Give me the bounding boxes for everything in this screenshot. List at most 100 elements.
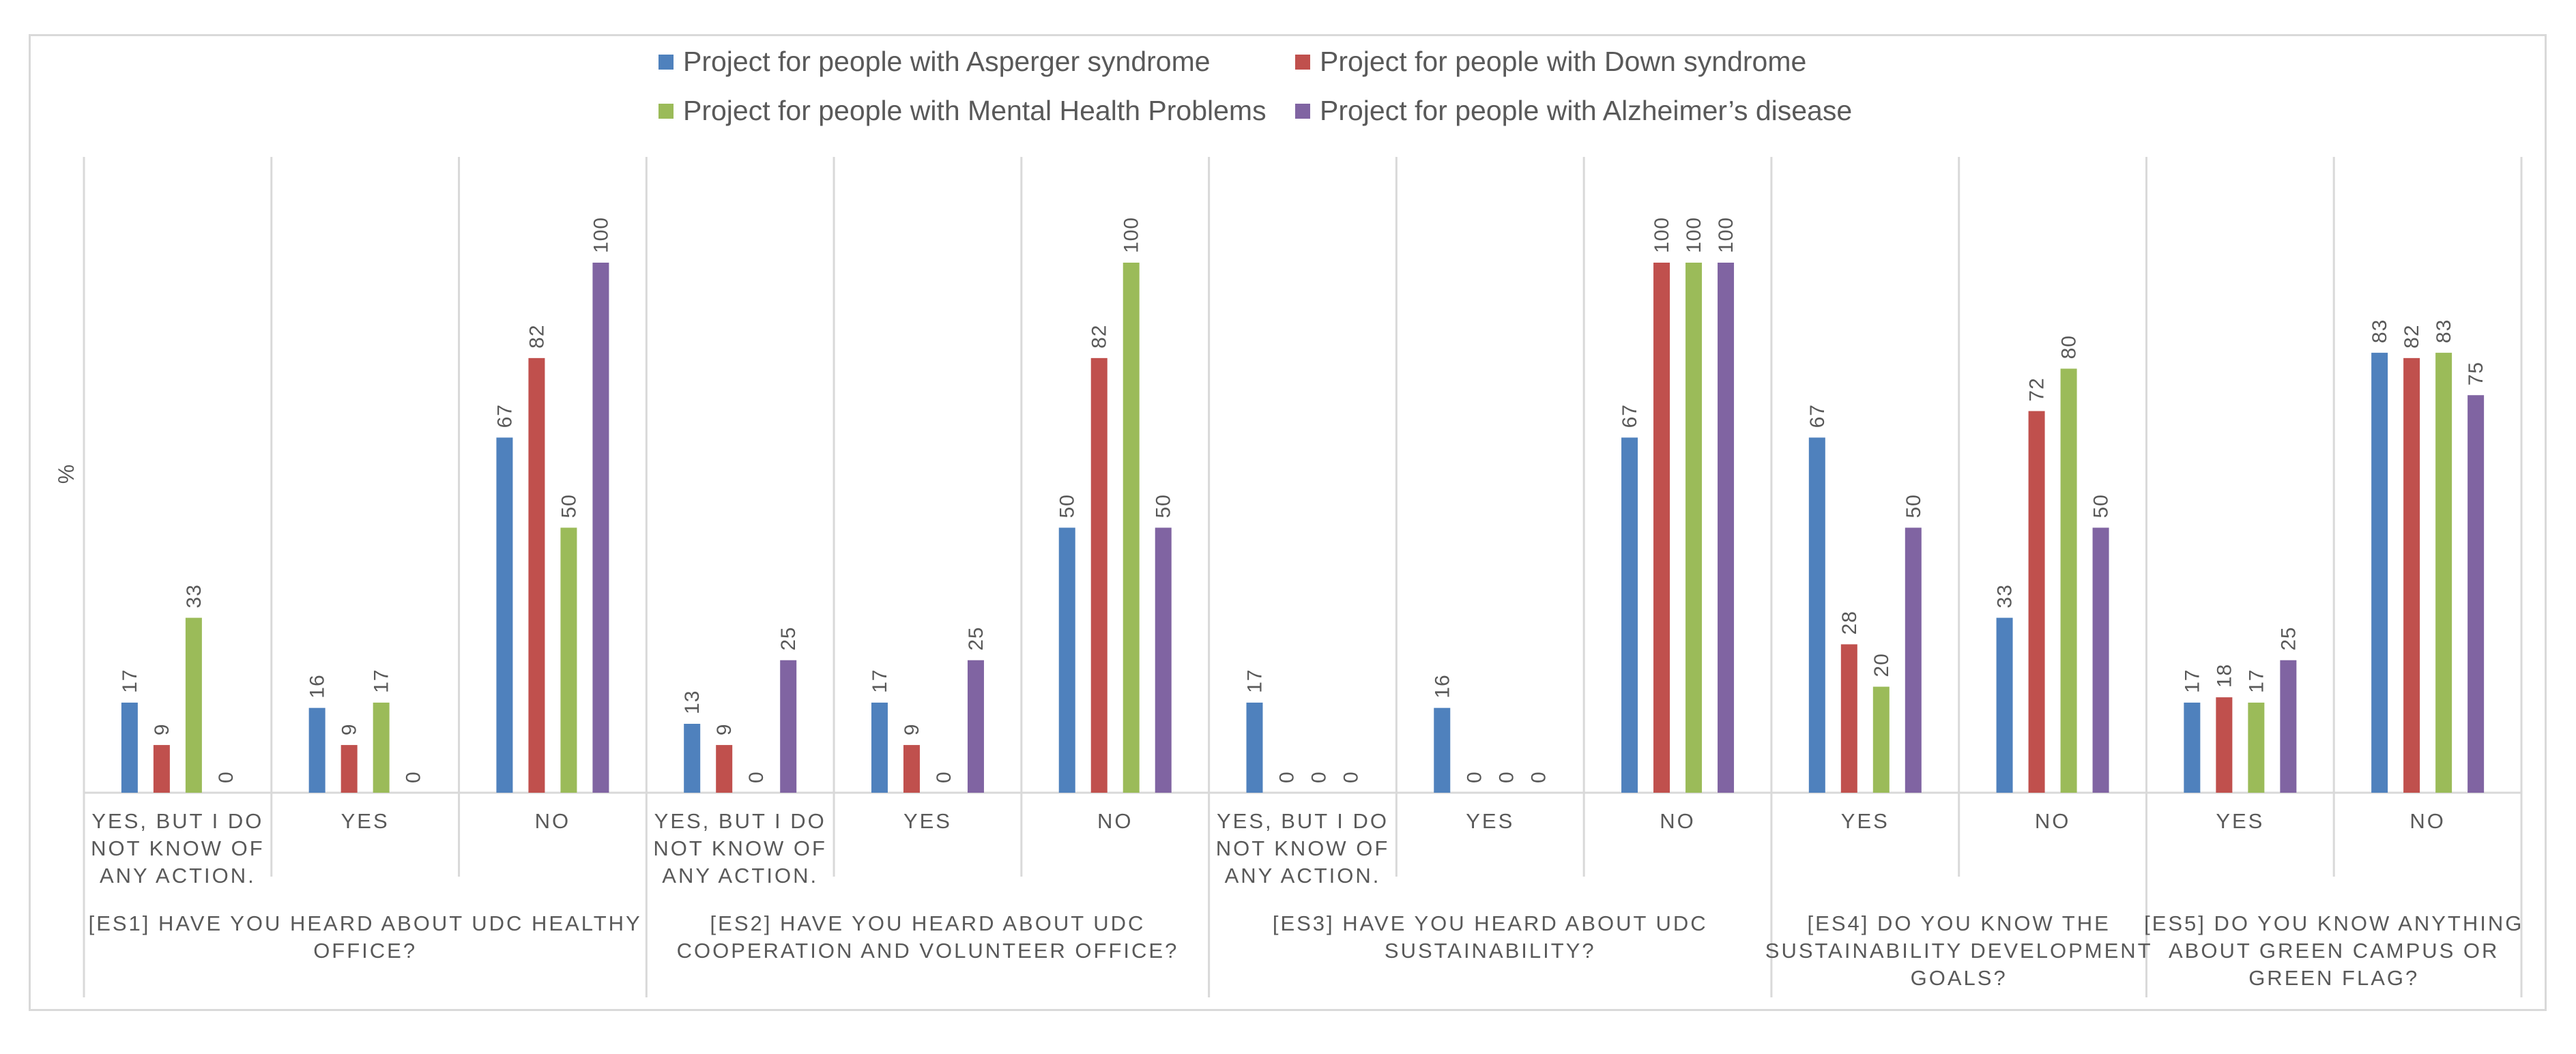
data-label: 100 [1715,217,1737,253]
y-axis-title: % [54,465,78,484]
data-label: 16 [1431,674,1453,698]
category-label: NO [1660,809,1696,833]
data-label: 25 [965,626,987,650]
data-label: 80 [2058,335,2081,359]
bar [1996,617,2013,793]
bar [1123,263,1140,793]
category-label: ANY ACTION. [1225,864,1381,888]
data-label: 0 [745,771,768,783]
data-label: 33 [1994,584,2016,608]
category-label: YES [1841,809,1890,833]
legend-swatch-4 [1295,104,1310,119]
data-label: 0 [403,771,425,783]
group-label: [ES3] HAVE YOU HEARD ABOUT UDC [1273,911,1708,935]
category-label: ANY ACTION. [662,864,818,888]
data-label: 17 [1244,669,1267,693]
bar [1621,437,1638,793]
legend-label-2: Project for people with Down syndrome [1320,46,1806,77]
group-label: [ES2] HAVE YOU HEARD ABOUT UDC [710,911,1146,935]
bar [2435,353,2452,793]
group-label: [ES1] HAVE YOU HEARD ABOUT UDC HEALTHY [89,911,642,935]
data-label: 28 [1838,611,1861,634]
legend-swatch-2 [1295,55,1310,70]
bar [716,745,733,793]
data-label: 50 [558,494,580,518]
category-label: NOT KNOW OF [91,836,265,860]
data-label: 50 [1056,494,1079,518]
legend-label-1: Project for people with Asperger syndrom… [683,46,1211,77]
bar [528,357,545,793]
bar [1155,527,1172,793]
data-label: 100 [1683,217,1705,253]
data-label: 33 [183,584,205,608]
group-label: SUSTAINABILITY DEVELOPMENT [1765,939,2153,963]
chart-frame [29,34,2547,1011]
data-label: 100 [590,217,612,253]
data-label: 0 [1340,771,1363,783]
data-label: 9 [151,723,173,735]
bar [1718,263,1735,793]
data-label: 13 [681,690,704,714]
data-label: 0 [1495,771,1518,783]
category-label: YES [341,809,390,833]
data-label: 9 [338,723,361,735]
data-label: 17 [119,669,141,693]
category-label: YES, BUT I DO [1217,809,1389,833]
bar [560,527,577,793]
category-label: YES [2216,809,2264,833]
data-label: 82 [525,324,548,348]
legend-label-3: Project for people with Mental Health Pr… [683,95,1267,126]
data-label: 25 [2277,626,2300,650]
data-label: 50 [1902,494,1925,518]
data-label: 67 [1619,404,1641,428]
data-label: 17 [2245,669,2268,693]
data-label: 75 [2465,362,2487,385]
category-label: YES, BUT I DO [654,809,826,833]
data-label: 18 [2213,664,2235,688]
bar [2280,660,2297,793]
group-label: OFFICE? [313,939,417,963]
bar [2092,527,2109,793]
data-label: 0 [215,771,237,783]
data-label: 0 [1527,771,1550,783]
group-label: SUSTAINABILITY? [1385,939,1596,963]
bar [1653,263,1670,793]
data-label: 82 [1088,324,1111,348]
legend-swatch-1 [659,55,674,70]
group-label: COOPERATION AND VOLUNTEER OFFICE? [677,939,1179,963]
category-label: YES [903,809,952,833]
data-label: 9 [901,723,923,735]
data-label: 17 [371,669,393,693]
category-label: ANY ACTION. [100,864,256,888]
group-label: ABOUT GREEN CAMPUS OR [2169,939,2499,963]
bar [1434,707,1451,793]
bar [2060,368,2077,793]
bar [2248,702,2265,793]
bar [1246,702,1263,793]
bar [496,437,513,793]
bar [592,263,609,793]
bar [1808,437,1825,793]
data-label: 100 [1651,217,1673,253]
bar [780,660,797,793]
group-label: [ES4] DO YOU KNOW THE [1808,911,2111,935]
data-label: 17 [869,669,891,693]
bar [684,723,701,793]
bar [1840,644,1857,793]
bar [903,745,920,793]
bar [2371,353,2388,793]
bar [121,702,138,793]
data-label: 50 [1153,494,1175,518]
data-label: 25 [777,626,800,650]
bar [2028,411,2045,793]
bar [185,617,202,793]
bar [2184,702,2201,793]
data-label: 9 [713,723,736,735]
data-label: 17 [2181,669,2203,693]
data-label: 67 [493,404,516,428]
bar [1058,527,1075,793]
data-label: 83 [2433,319,2455,343]
bar [871,702,888,793]
data-label: 67 [1806,404,1829,428]
